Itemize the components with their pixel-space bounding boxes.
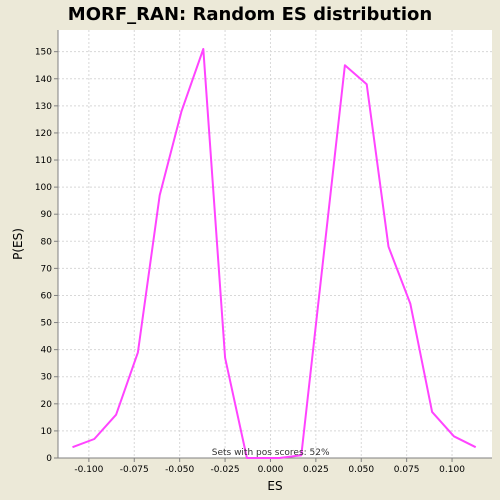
y-tick-label: 50 [41, 319, 53, 329]
x-tick-label: -0.100 [74, 465, 103, 475]
y-tick-label: 120 [35, 129, 52, 139]
x-axis-label: ES [267, 479, 282, 493]
grid [58, 30, 492, 459]
y-tick-label: 20 [41, 400, 53, 410]
x-tick-label: 0.025 [303, 465, 329, 475]
x-tick-label: 0.075 [394, 465, 420, 475]
y-tick-label: 80 [41, 237, 53, 247]
y-axis-label: P(ES) [11, 228, 25, 260]
annotation-text: Sets with pos scores: 52% [212, 448, 330, 458]
y-tick-label: 0 [46, 454, 52, 464]
y-tick-label: 150 [35, 48, 52, 58]
y-tick-label: 100 [35, 183, 52, 193]
x-tick-label: -0.075 [120, 465, 149, 475]
y-tick-label: 130 [35, 102, 52, 112]
y-tick-label: 10 [41, 427, 53, 437]
chart-title: MORF_RAN: Random ES distribution [68, 4, 432, 25]
series-line [72, 48, 477, 459]
x-tick-label: -0.050 [165, 465, 194, 475]
x-tick-label: 0.050 [348, 465, 374, 475]
y-tick-label: 140 [35, 75, 52, 85]
axes: 0 10 20 30 40 50 60 70 80 90 100 110 120 130 140 150 -0.… [35, 30, 492, 475]
plot-area [58, 30, 492, 458]
x-tick-label: -0.025 [211, 465, 240, 475]
y-tick-label: 110 [35, 156, 52, 166]
series-layer [72, 48, 477, 459]
y-tick-label: 40 [41, 346, 53, 356]
x-tick-label: 0.000 [258, 465, 284, 475]
y-tick-label: 60 [41, 291, 53, 301]
y-tick-label: 70 [41, 264, 53, 274]
y-tick-label: 30 [41, 373, 53, 383]
y-tick-label: 90 [41, 210, 53, 220]
x-tick-label: 0.100 [439, 465, 465, 475]
